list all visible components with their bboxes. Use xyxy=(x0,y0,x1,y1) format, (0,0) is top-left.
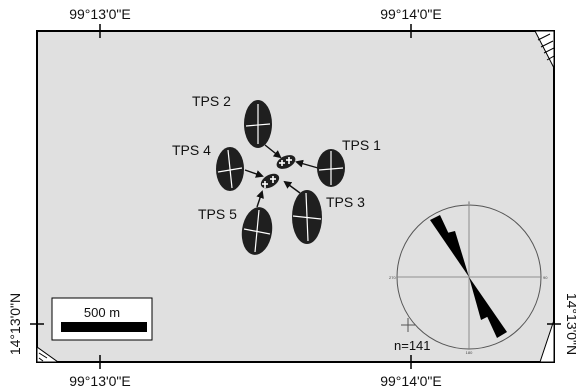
frame-ticks xyxy=(30,24,561,369)
tps-4-label: TPS 4 xyxy=(172,142,211,158)
rose-tick-west: 270 xyxy=(389,275,396,280)
hatched-corner-bottom-left xyxy=(37,346,59,362)
tps-2-label: TPS 2 xyxy=(192,93,231,109)
coord-label-left: 14°13'0"N xyxy=(7,293,23,355)
hatched-corner-top-right xyxy=(534,31,554,69)
coord-label-top-right: 99°14'0"E xyxy=(380,6,442,22)
coord-label-bottom-right: 99°14'0"E xyxy=(380,373,442,389)
rose-diagram: 0 90 180 270 xyxy=(389,200,548,355)
center-ellipse-upper xyxy=(276,155,296,169)
tps-1-label: TPS 1 xyxy=(342,137,381,153)
hatched-corner-bottom-right xyxy=(539,319,554,362)
rose-n-label: n=141 xyxy=(394,338,431,353)
crosshair-icon xyxy=(401,318,415,332)
tps-4-ellipse xyxy=(216,147,244,191)
coord-label-right: 14°13'0"N xyxy=(564,293,576,355)
tps-1-ellipse xyxy=(317,149,345,187)
tps-2-ellipse xyxy=(244,100,272,148)
coord-label-top-left: 99°13'0"E xyxy=(69,6,131,22)
rose-petal-se-inner xyxy=(469,277,489,320)
scale-bar-label: 500 m xyxy=(84,305,120,320)
rose-tick-east: 90 xyxy=(543,275,548,280)
rose-tick-south: 180 xyxy=(466,350,473,355)
tps-3-label: TPS 3 xyxy=(326,194,365,210)
center-ellipse-lower xyxy=(260,173,280,189)
tps-5-label: TPS 5 xyxy=(198,206,237,222)
tps-5-ellipse xyxy=(241,207,273,255)
rose-petal-nw xyxy=(430,215,469,277)
coord-label-bottom-left: 99°13'0"E xyxy=(69,373,131,389)
tps-3-ellipse xyxy=(292,190,322,244)
rose-tick-north: 0 xyxy=(468,200,471,205)
site-arrows xyxy=(244,144,319,208)
rose-petal-nw-inner xyxy=(447,231,469,277)
rose-petal-se xyxy=(469,277,507,338)
scale-bar: 500 m xyxy=(51,297,153,341)
